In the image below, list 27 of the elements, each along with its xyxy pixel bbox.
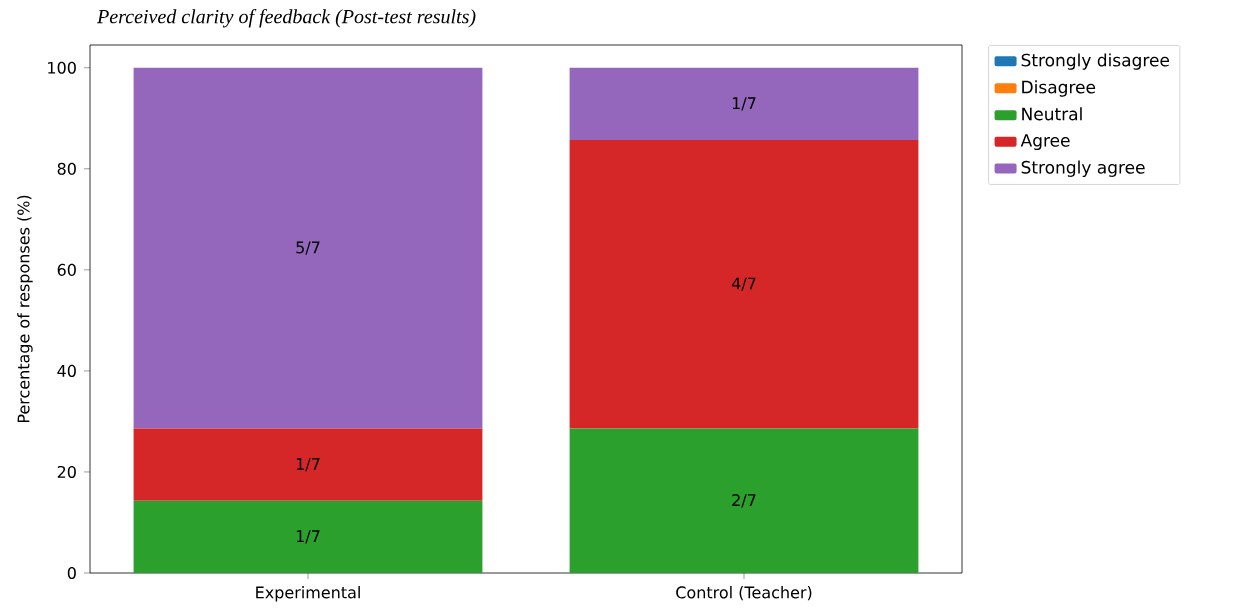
y-tick-label: 0 [67, 566, 76, 580]
legend-label: Disagree [1022, 80, 1096, 97]
legend-label: Strongly agree [1021, 160, 1145, 177]
x-tick-label: Control (Teacher) [676, 586, 812, 601]
y-tick-label: 60 [57, 263, 76, 276]
data-label: 4/7 [731, 277, 756, 291]
bar [133, 67, 483, 429]
data-label: 5/7 [296, 241, 320, 255]
legend-label: Agree [1020, 134, 1070, 151]
bar [569, 139, 919, 429]
y-tick-label: 40 [57, 364, 76, 377]
data-label: 2/7 [732, 494, 756, 508]
bar [569, 67, 919, 140]
y-tick-label: 100 [48, 61, 76, 74]
bar [133, 500, 483, 573]
y-axis-title: Percentage of responses (%) [17, 195, 33, 423]
legend-label: Neutral [1022, 107, 1082, 121]
data-label: 1/7 [732, 97, 756, 111]
bar [569, 428, 919, 573]
chart-title: Perceived clarity of feedback (Post-test results) [96, 9, 476, 28]
legend-label: Strongly disagree [1021, 53, 1170, 70]
data-label: 1/7 [296, 530, 320, 544]
bar [133, 428, 483, 501]
y-tick-label: 20 [57, 465, 76, 478]
data-label: 1/7 [296, 458, 320, 472]
x-tick-label: Experimental [256, 586, 360, 602]
y-tick-label: 80 [57, 162, 76, 175]
